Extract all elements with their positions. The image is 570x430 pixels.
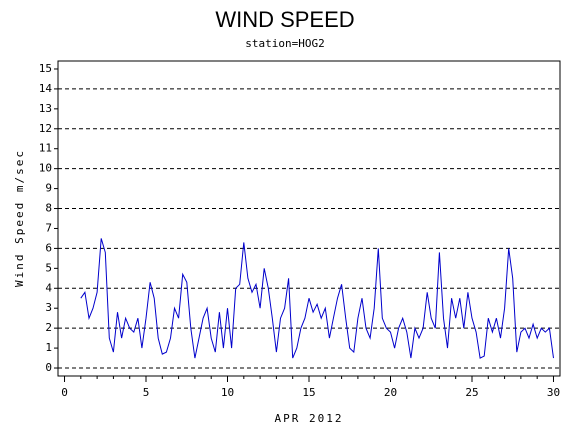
y-tick-label: 5 [45, 261, 52, 274]
y-tick-label: 14 [39, 82, 53, 95]
data-line [80, 238, 554, 359]
plot-frame [57, 60, 561, 377]
x-tick-label: 10 [221, 386, 234, 399]
chart-subtitle: station=HOG2 [245, 37, 324, 50]
y-tick-label: 8 [45, 202, 52, 215]
y-tick-label: 3 [45, 301, 52, 314]
y-tick-label: 1 [45, 341, 52, 354]
x-axis-label: APR 2012 [275, 412, 344, 425]
y-tick-label: 15 [39, 62, 52, 75]
y-tick-label: 4 [45, 281, 52, 294]
x-tick-label: 5 [143, 386, 150, 399]
x-tick-label: 20 [384, 386, 397, 399]
chart-title: WIND SPEED [215, 7, 354, 32]
y-tick-label: 12 [39, 122, 52, 135]
y-tick-label: 9 [45, 182, 52, 195]
y-tick-label: 2 [45, 321, 52, 334]
y-tick-label: 6 [45, 241, 52, 254]
y-tick-label: 13 [39, 102, 52, 115]
x-tick-label: 15 [302, 386, 315, 399]
x-tick-label: 30 [547, 386, 560, 399]
x-tick-label: 0 [61, 386, 68, 399]
y-tick-label: 7 [45, 221, 52, 234]
y-tick-label: 0 [45, 361, 52, 374]
y-axis-label: Wind Speed m/sec [13, 149, 26, 287]
y-tick-label: 11 [39, 142, 52, 155]
y-tick-label: 10 [39, 162, 52, 175]
x-tick-label: 25 [465, 386, 478, 399]
